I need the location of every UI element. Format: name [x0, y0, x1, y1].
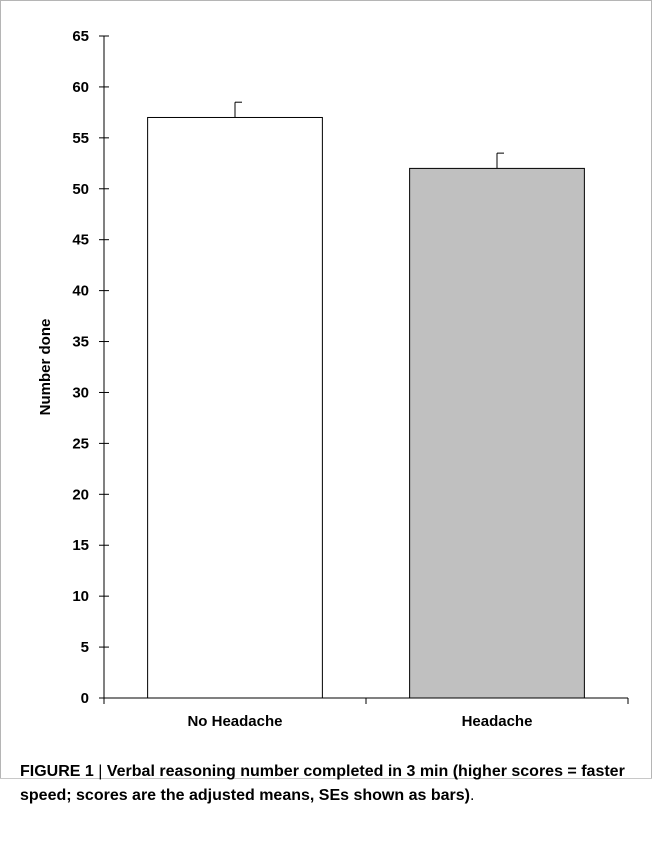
y-tick-label: 0 [81, 690, 89, 707]
y-tick-label: 5 [81, 639, 89, 656]
x-category-label: No Headache [187, 713, 282, 730]
bar-no-headache [147, 116, 323, 699]
y-tick-label: 20 [72, 486, 89, 503]
bar-headache [409, 167, 585, 699]
y-tick-label: 60 [72, 79, 89, 96]
caption-label: FIGURE 1 [20, 763, 94, 780]
y-tick-label: 15 [72, 537, 89, 554]
y-tick-label: 30 [72, 384, 89, 401]
caption-separator: | [98, 763, 103, 780]
y-tick-label: 40 [72, 283, 89, 300]
x-category-label: Headache [462, 713, 533, 730]
y-tick-label: 50 [72, 181, 89, 198]
y-tick-label: 10 [72, 588, 89, 605]
y-tick-label: 35 [72, 334, 89, 351]
y-tick-label: 65 [72, 28, 89, 45]
y-tick-label: 55 [72, 130, 89, 147]
figure-caption: FIGURE 1 | Verbal reasoning number compl… [20, 760, 635, 808]
caption-text: Verbal reasoning number completed in 3 m… [20, 763, 625, 804]
y-tick-label: 45 [72, 232, 89, 249]
y-axis-title: Number done [37, 319, 54, 416]
caption-area [0, 778, 652, 848]
bar-chart: Number done 0 5 10 15 20 25 30 35 40 45 50 55 60 65 No… [37, 28, 629, 730]
y-tick-label: 25 [72, 435, 89, 452]
caption-end: . [469, 787, 475, 804]
